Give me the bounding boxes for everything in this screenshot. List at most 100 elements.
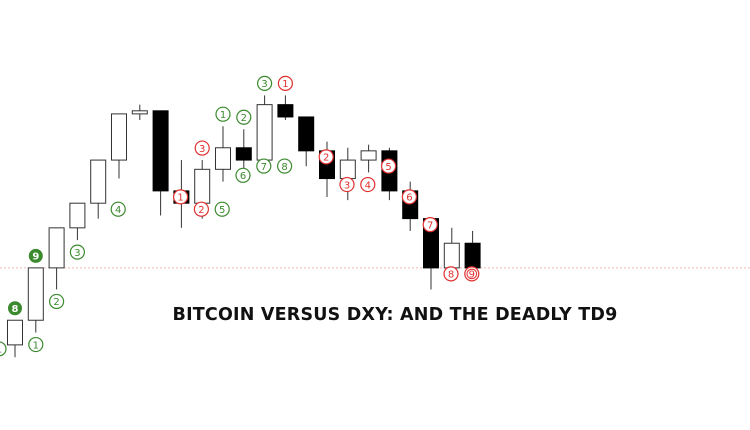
td-count-sell-6: 6 xyxy=(401,189,417,205)
candle xyxy=(277,95,294,121)
td-count-buy-1: 1 xyxy=(215,106,231,122)
candle xyxy=(152,110,169,216)
td-marker xyxy=(69,244,86,260)
td-marker xyxy=(318,149,334,165)
td-count-buy-7: 7 xyxy=(256,158,272,174)
td-count-buy-4: 4 xyxy=(110,201,126,217)
candle-body-down xyxy=(298,116,315,152)
candle-body-up xyxy=(256,104,273,161)
td-count-label: 2 xyxy=(323,153,329,164)
td-marker xyxy=(8,301,22,316)
td-marker xyxy=(215,106,231,122)
td-count-label: 3 xyxy=(74,248,80,259)
td-marker xyxy=(339,176,355,193)
td-marker xyxy=(194,140,210,156)
candle xyxy=(69,202,86,241)
td-marker xyxy=(193,201,209,217)
td-marker xyxy=(236,109,252,125)
td-count-label: 2 xyxy=(241,113,247,124)
td-count-buy-3: 3 xyxy=(257,75,273,92)
candle-body-down xyxy=(277,104,294,118)
candle xyxy=(48,227,65,290)
candle xyxy=(402,181,419,231)
td-count-buy-2: 2 xyxy=(236,109,252,125)
td-count-label: 9 xyxy=(32,252,39,263)
candle xyxy=(256,95,273,167)
candle xyxy=(339,147,356,201)
td-count-label: 6 xyxy=(240,171,246,182)
td-count-sell-4: 4 xyxy=(360,176,376,193)
td-marker xyxy=(401,189,417,205)
td-count-buy-3: 3 xyxy=(69,244,86,260)
td-marker xyxy=(277,75,293,92)
td-marker xyxy=(110,201,126,217)
candle-body-up xyxy=(48,227,65,269)
td-count-label: 6 xyxy=(406,193,412,204)
td-count-label: 5 xyxy=(219,205,225,216)
td-count-label: 1 xyxy=(33,340,39,351)
candle xyxy=(7,319,23,358)
chart-title: BITCOIN VERSUS DXY: AND THE DEADLY TD9 xyxy=(172,305,618,325)
td-marker xyxy=(48,293,65,310)
candle-body-up xyxy=(215,147,231,170)
candle xyxy=(27,267,44,333)
candle-body-up xyxy=(7,319,23,346)
candle-body-up xyxy=(90,159,107,204)
td-marker-inner xyxy=(466,268,478,280)
td-count-label: 2 xyxy=(198,205,204,216)
td-marker xyxy=(443,266,459,282)
td-count-sell-5: 5 xyxy=(381,158,397,174)
td-count-label: 1 xyxy=(177,193,183,204)
td-count-sell-8: 8 xyxy=(443,266,459,282)
td-count-sell-1: 1 xyxy=(173,189,189,205)
td-count-buy-8: 8 xyxy=(277,158,293,174)
td-count-sell-9: 9 xyxy=(464,266,480,282)
td-count-label: 3 xyxy=(199,144,205,155)
td-count-sell-3: 3 xyxy=(339,176,355,193)
td-count-label: 8 xyxy=(12,304,19,315)
candle-body-down xyxy=(152,110,169,192)
td-count-buy-9: 9 xyxy=(28,248,43,263)
td-count-sell-3: 3 xyxy=(194,140,210,156)
td-count-label: 1 xyxy=(282,79,288,90)
td-count-label: 3 xyxy=(344,180,350,191)
candle-body-up xyxy=(111,113,127,161)
td-marker xyxy=(28,336,44,353)
candle xyxy=(131,104,148,121)
td-count-sell-7: 7 xyxy=(422,217,438,233)
candle xyxy=(381,147,398,201)
td-count-label: 2 xyxy=(53,297,59,308)
td-count-buy-5: 5 xyxy=(214,201,230,217)
candle-body-up xyxy=(443,242,460,269)
td-count-label: 1 xyxy=(0,345,2,356)
candle-body-up xyxy=(360,150,377,161)
td-count-label: 3 xyxy=(261,79,267,90)
td-marker xyxy=(277,158,293,174)
candle-body-down xyxy=(235,147,252,161)
td-count-label: 1 xyxy=(220,110,226,121)
td-count-label: 7 xyxy=(261,162,267,173)
candle xyxy=(298,116,315,167)
candle-body-up xyxy=(131,110,148,115)
td-count-label: 8 xyxy=(281,162,287,173)
candle-body-up xyxy=(194,168,211,204)
candle xyxy=(215,126,231,182)
td-marker xyxy=(235,167,251,183)
td-count-buy-1: 1 xyxy=(28,336,44,353)
candle xyxy=(90,159,107,219)
candle-body-down xyxy=(464,242,481,269)
td-marker xyxy=(360,176,376,193)
td-count-buy-8: 8 xyxy=(8,301,22,316)
candle xyxy=(360,144,377,173)
candle xyxy=(111,113,127,179)
td-count-label: 9 xyxy=(469,270,475,281)
td-count-sell-1: 1 xyxy=(277,75,293,92)
candle-body-up xyxy=(339,159,356,180)
candle-body-up xyxy=(27,267,44,321)
td-marker xyxy=(257,75,273,92)
td-marker xyxy=(256,158,272,174)
td-count-label: 7 xyxy=(427,220,433,231)
td-count-label: 4 xyxy=(115,205,121,216)
td-count-label: 4 xyxy=(365,180,371,191)
